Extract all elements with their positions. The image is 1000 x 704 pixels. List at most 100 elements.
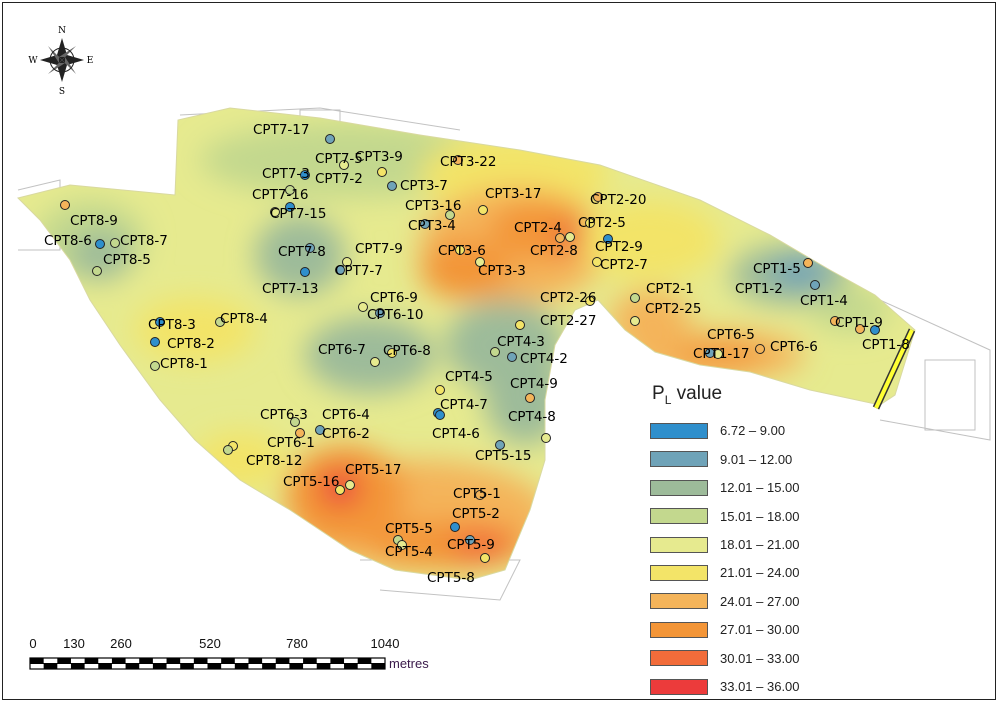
legend-label: 12.01 – 15.00: [720, 480, 800, 496]
scale-segment: [70, 663, 85, 669]
cpt-label: CPT7-5: [315, 151, 363, 167]
cpt-marker: [335, 265, 345, 275]
legend-swatch: [650, 536, 708, 553]
cpt-marker: [713, 349, 723, 359]
cpt-label: CPT4-9: [510, 376, 558, 392]
cpt-marker: [285, 202, 295, 212]
cpt-label: CPT6-7: [318, 342, 366, 358]
legend-item: 18.01 – 21.00: [650, 530, 810, 558]
cpt-marker: [630, 316, 640, 326]
cpt-marker: [223, 445, 233, 455]
cpt-label: CPT7-15: [270, 206, 326, 222]
cpt-label: CPT6-10: [367, 307, 423, 323]
legend: PL value 6.72 – 9.00 9.01 – 12.00 12.01 – …: [650, 383, 810, 701]
cpt-label: CPT2-5: [578, 215, 626, 231]
compass-rose: N S E W: [28, 26, 93, 97]
cpt-marker: [475, 490, 485, 500]
cpt-label: CPT1-5: [753, 261, 801, 277]
cpt-marker: [541, 433, 551, 443]
cpt-marker: [565, 232, 575, 242]
compass-e: E: [87, 56, 94, 66]
scale-segment: [371, 663, 385, 669]
cpt-marker: [155, 317, 165, 327]
legend-label: 15.01 – 18.00: [720, 508, 800, 524]
legend-label: 21.01 – 24.00: [720, 565, 800, 581]
cpt-label: CPT2-1: [646, 281, 694, 297]
cpt-label: CPT4-5: [445, 369, 493, 385]
cpt-label: CPT2-9: [595, 239, 643, 255]
cpt-label: CPT6-3: [260, 407, 308, 423]
cpt-marker: [270, 207, 280, 217]
cpt-label: CPT5-8: [427, 570, 475, 586]
legend-swatch: [650, 479, 708, 496]
scale-segment: [207, 663, 222, 669]
cpt-marker: [345, 480, 355, 490]
cpt-marker: [490, 347, 500, 357]
scale-segment: [330, 658, 345, 664]
cpt-label: CPT8-3: [148, 317, 196, 333]
cpt-label: CPT3-6: [438, 243, 486, 259]
cpt-marker: [150, 337, 160, 347]
cpt-marker: [830, 316, 840, 326]
cpt-marker: [585, 296, 595, 306]
scale-segment: [344, 663, 358, 669]
scale-bar: [29, 657, 386, 670]
scale-tick-label: 130: [63, 636, 85, 651]
cpt-marker: [110, 238, 120, 248]
scale-segment: [262, 663, 276, 669]
cpt-label: CPT3-4: [408, 218, 456, 234]
cpt-marker: [215, 317, 225, 327]
cpt-label: CPT2-27: [540, 313, 596, 329]
cpt-label: CPT7-7: [335, 263, 383, 279]
cpt-label: CPT8-1: [160, 356, 208, 372]
legend-items: 6.72 – 9.00 9.01 – 12.00 12.01 – 15.00 15.0…: [650, 417, 810, 701]
cpt-label: CPT7-16: [252, 187, 308, 203]
cpt-marker: [435, 385, 445, 395]
legend-item: 21.01 – 24.00: [650, 559, 810, 587]
cpt-label: CPT4-6: [432, 426, 480, 442]
scale-segment: [303, 658, 317, 664]
cpt-marker: [295, 428, 305, 438]
cpt-label: CPT7-17: [253, 122, 309, 138]
cpt-label: CPT6-2: [322, 426, 370, 442]
scale-segment: [43, 663, 58, 669]
cpt-label: CPT2-8: [530, 243, 578, 259]
cpt-label: CPT8-4: [220, 311, 268, 327]
cpt-label: CPT8-12: [246, 453, 302, 469]
legend-swatch: [650, 650, 708, 667]
cpt-marker: [593, 192, 603, 202]
cpt-label: CPT1-17: [693, 346, 749, 362]
cpt-label: CPT8-7: [120, 233, 168, 249]
cpt-label: CPT3-22: [440, 154, 496, 170]
scale-segment: [316, 663, 331, 669]
scale-segment: [84, 658, 99, 664]
cpt-marker: [315, 425, 325, 435]
legend-swatch: [650, 593, 708, 610]
cpt-marker: [475, 257, 485, 267]
legend-label: 27.01 – 30.00: [720, 622, 800, 638]
scale-segment: [193, 658, 208, 664]
cpt-label: CPT3-3: [478, 263, 526, 279]
cpt-label: CPT8-6: [44, 233, 92, 249]
cpt-marker: [387, 181, 397, 191]
legend-item: 24.01 – 27.00: [650, 587, 810, 615]
cpt-marker: [507, 352, 517, 362]
cpt-marker: [855, 324, 865, 334]
scale-segment: [289, 663, 304, 669]
legend-item: 15.01 – 18.00: [650, 502, 810, 530]
cpt-label: CPT5-17: [345, 462, 401, 478]
cpt-marker: [478, 205, 488, 215]
legend-swatch: [650, 678, 708, 695]
cpt-marker: [555, 233, 565, 243]
scale-segment: [234, 663, 249, 669]
cpt-label: CPT1-8: [862, 337, 910, 353]
cpt-label: CPT5-15: [475, 448, 531, 464]
cpt-marker: [300, 267, 310, 277]
cpt-marker: [480, 553, 490, 563]
cpt-marker: [870, 325, 880, 335]
cpt-marker: [95, 239, 105, 249]
scale-segment: [139, 658, 153, 664]
cpt-label: CPT2-20: [590, 192, 646, 208]
